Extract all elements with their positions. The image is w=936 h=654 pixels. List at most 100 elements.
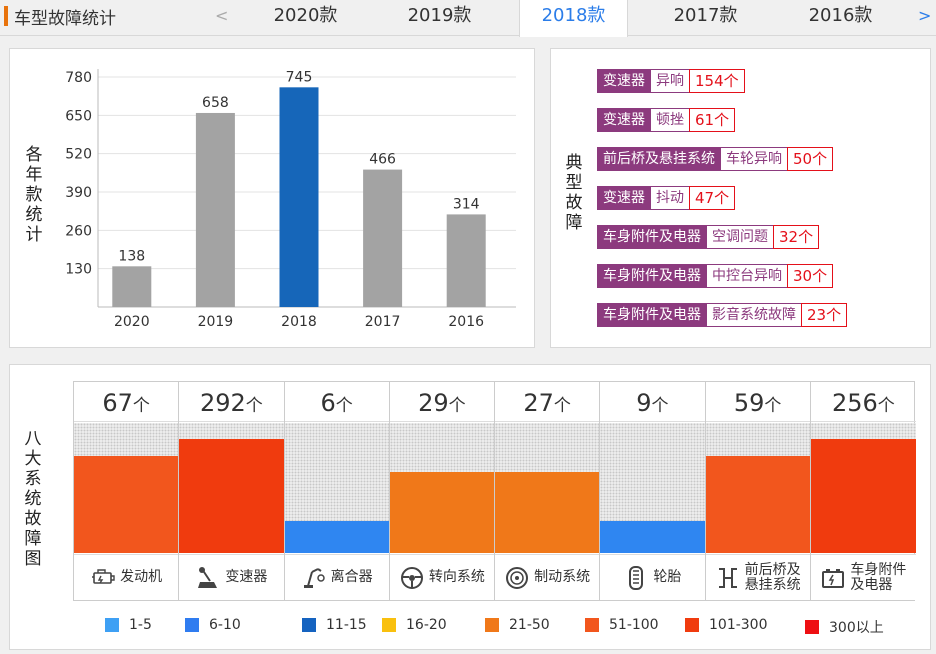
- tire-icon: [623, 565, 653, 590]
- system-label-text: 前后桥及 悬挂系统: [744, 561, 801, 593]
- system-bar: [389, 472, 494, 553]
- system-count-value: 292: [199, 389, 246, 417]
- fault-item[interactable]: 车身附件及电器 中控台异响 30个: [597, 264, 834, 288]
- system-column-2[interactable]: 292个变速器: [179, 382, 285, 600]
- system-label-text: 发动机: [120, 569, 163, 585]
- tab-2019[interactable]: 2019款: [407, 5, 472, 26]
- system-column-3[interactable]: 6个 离合器: [284, 382, 390, 600]
- tab-2016[interactable]: 2016款: [808, 5, 873, 26]
- system-column-8[interactable]: 256个 车身附件 及电器: [810, 382, 916, 600]
- system-column-6[interactable]: 9个 轮胎: [600, 382, 706, 600]
- system-label: 发动机: [74, 554, 179, 600]
- legend-swatch: [585, 618, 599, 632]
- legend-item: 11-15: [302, 617, 367, 633]
- system-bar-area: [810, 423, 916, 553]
- system-count: 292个: [179, 382, 284, 422]
- fault-category: 车身附件及电器: [597, 264, 707, 288]
- bar-2019[interactable]: [195, 112, 235, 307]
- system-label: 轮胎: [600, 554, 705, 600]
- system-bar: [284, 520, 389, 553]
- fault-count: 32个: [773, 225, 820, 249]
- system-bar: [600, 520, 705, 553]
- system-label-text: 变速器: [225, 569, 268, 585]
- brake-disc-icon: [504, 566, 534, 590]
- legend-item: 1-5: [105, 617, 152, 633]
- legend-label: 101-300: [709, 617, 768, 633]
- bar-2020[interactable]: [112, 266, 152, 307]
- fault-issue: 抖动: [651, 186, 690, 210]
- fault-item[interactable]: 变速器 顿挫 61个: [597, 108, 736, 132]
- fault-issue: 车轮异响: [721, 147, 788, 171]
- system-label: 制动系统: [495, 554, 600, 600]
- system-bar-area: [74, 423, 179, 553]
- page-title: 车型故障统计: [14, 9, 116, 29]
- year-bar-chart: 130 260 390 520 650 780 138 2020 658 2019 745 2018 4…: [65, 69, 516, 330]
- engine-icon: [90, 566, 120, 590]
- system-column-7[interactable]: 59个前后桥及 悬挂系统: [705, 382, 811, 600]
- fault-count: 61个: [689, 108, 736, 132]
- legend-swatch: [302, 618, 316, 632]
- fault-count: 47个: [689, 186, 736, 210]
- x-tick-label: 2020: [114, 314, 150, 330]
- system-label-text: 轮胎: [653, 569, 682, 585]
- system-count-value: 29: [418, 389, 449, 417]
- fault-item[interactable]: 前后桥及悬挂系统 车轮异响 50个: [597, 147, 834, 171]
- system-count: 6个: [284, 382, 389, 422]
- system-label: 转向系统: [389, 554, 494, 600]
- tab-2017[interactable]: 2017款: [673, 5, 738, 26]
- system-count: 59个: [705, 382, 810, 422]
- legend-swatch: [105, 618, 119, 632]
- system-count-unit: 个: [877, 396, 895, 416]
- system-label: 变速器: [179, 554, 284, 600]
- system-column-1[interactable]: 67个 发动机: [74, 382, 180, 600]
- fault-count: 30个: [787, 264, 834, 288]
- system-bar-area: [389, 423, 494, 553]
- system-column-4[interactable]: 29个转向系统: [389, 382, 495, 600]
- legend: 1-5 6-10 11-15 16-20 21-50 51-100 101-300 300以上: [105, 617, 925, 639]
- system-label-text: 转向系统: [428, 569, 485, 585]
- system-bar: [810, 438, 916, 553]
- system-bar-area: [179, 423, 284, 553]
- legend-item: 300以上: [805, 617, 884, 637]
- system-count-unit: 个: [553, 396, 571, 416]
- system-count-value: 27: [523, 389, 554, 417]
- y-tick-label: 650: [65, 108, 92, 124]
- system-count: 256个: [810, 382, 916, 422]
- bar-2018[interactable]: [279, 87, 319, 307]
- system-count-unit: 个: [448, 396, 466, 416]
- fault-category: 车身附件及电器: [597, 303, 707, 327]
- next-arrow-button[interactable]: >: [918, 6, 932, 25]
- system-count: 29个: [389, 382, 494, 422]
- tab-2018[interactable]: 2018款: [519, 0, 628, 37]
- fault-item[interactable]: 车身附件及电器 空调问题 32个: [597, 225, 820, 249]
- bar-value-label: 314: [453, 196, 480, 212]
- bar-2016[interactable]: [446, 214, 486, 307]
- fault-category: 车身附件及电器: [597, 225, 707, 249]
- system-count-value: 67: [102, 389, 133, 417]
- legend-label: 300以上: [829, 620, 884, 636]
- eight-systems-panel: 八大系统故障图 67个 发动机 292个 变速器 6个 离合器 29个 转向系统 27个 制动系统…: [9, 364, 931, 650]
- x-tick-label: 2016: [448, 314, 484, 330]
- system-bar: [495, 472, 600, 553]
- system-count-unit: 个: [245, 396, 263, 416]
- fault-item[interactable]: 车身附件及电器 影音系统故障 23个: [597, 303, 848, 327]
- system-bar-area: [495, 423, 600, 553]
- fault-item[interactable]: 变速器 异响 154个: [597, 69, 745, 93]
- bar-value-label: 745: [286, 69, 313, 85]
- eight-systems-label: 八大系统故障图: [24, 429, 42, 569]
- legend-label: 1-5: [129, 617, 152, 633]
- fault-count: 154个: [689, 69, 745, 93]
- typical-faults-panel: 典型故障 变速器 异响 154个 变速器 顿挫 61个 前后桥及悬挂系统 车轮异响 50个 变速器…: [550, 48, 931, 348]
- system-bar: [179, 438, 284, 553]
- legend-label: 11-15: [326, 617, 367, 633]
- tab-2020[interactable]: 2020款: [273, 5, 338, 26]
- system-label: 前后桥及 悬挂系统: [705, 554, 810, 600]
- system-column-5[interactable]: 27个制动系统: [495, 382, 601, 600]
- prev-arrow-button[interactable]: <: [215, 6, 229, 25]
- year-chart-panel: 各年款统计 130 260 390 520 650 780 138 2020 658 2019 74…: [9, 48, 535, 348]
- bar-2017[interactable]: [363, 169, 403, 307]
- fault-category: 变速器: [597, 69, 651, 93]
- title-accent-bar: [4, 6, 8, 26]
- system-count-unit: 个: [335, 396, 353, 416]
- fault-item[interactable]: 变速器 抖动 47个: [597, 186, 736, 210]
